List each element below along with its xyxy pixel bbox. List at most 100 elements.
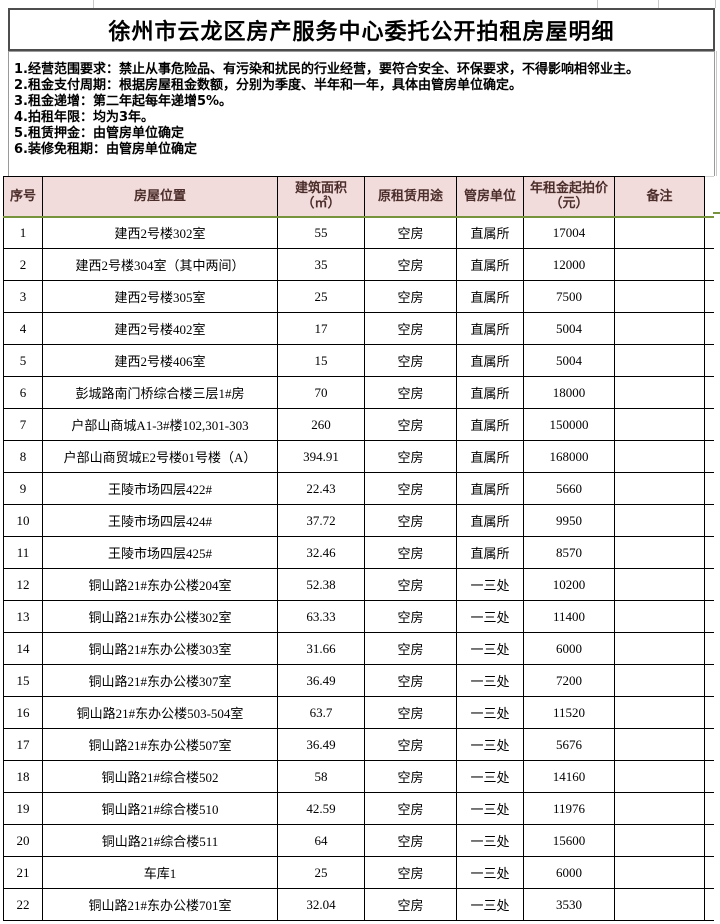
cell-usage: 空房 bbox=[364, 824, 457, 857]
cell-managing-unit: 一三处 bbox=[456, 600, 524, 633]
cell-location: 建西2号楼406室 bbox=[42, 344, 278, 377]
cell-location: 王陵市场四层425# bbox=[42, 536, 278, 569]
table-row: 22 铜山路21#东办公楼701室 32.04 空房 一三处 3530 bbox=[3, 888, 714, 921]
table-row: 20 铜山路21#综合楼511 64 空房 一三处 15600 bbox=[3, 824, 714, 857]
cell-seq: 5 bbox=[3, 344, 43, 377]
cell-location: 王陵市场四层424# bbox=[42, 504, 278, 537]
cell-usage: 空房 bbox=[364, 248, 457, 281]
cell-starting-price: 11520 bbox=[523, 696, 615, 729]
cell-seq: 9 bbox=[3, 472, 43, 505]
cell-remark bbox=[614, 408, 705, 441]
cell-remark bbox=[614, 664, 705, 697]
cell-location: 铜山路21#东办公楼204室 bbox=[42, 568, 278, 601]
cell-managing-unit: 一三处 bbox=[456, 824, 524, 857]
cell-managing-unit: 一三处 bbox=[456, 856, 524, 889]
cell-area: 63.33 bbox=[277, 600, 365, 633]
ghost-cell bbox=[704, 760, 714, 793]
cell-seq: 6 bbox=[3, 376, 43, 409]
cell-managing-unit: 直属所 bbox=[456, 280, 524, 313]
cell-starting-price: 5004 bbox=[523, 344, 615, 377]
cell-starting-price: 15600 bbox=[523, 824, 615, 857]
ghost-cell bbox=[704, 856, 714, 889]
cell-seq: 11 bbox=[3, 536, 43, 569]
cell-starting-price: 150000 bbox=[523, 408, 615, 441]
cell-location: 建西2号楼305室 bbox=[42, 280, 278, 313]
rental-listings-table: 序号 房屋位置 建筑面积 （㎡） 原租赁用途 管房单位 年租金起拍价 （元） 备注 1 建西2… bbox=[3, 176, 714, 921]
cell-remark bbox=[614, 312, 705, 345]
cell-usage: 空房 bbox=[364, 536, 457, 569]
table-row: 21 车库1 25 空房 一三处 6000 bbox=[3, 856, 714, 889]
cell-area: 70 bbox=[277, 376, 365, 409]
cell-area: 32.04 bbox=[277, 888, 365, 921]
gridline-tick bbox=[715, 0, 716, 8]
gridline-tick bbox=[597, 0, 598, 8]
document-title-box: 徐州市云龙区房产服务中心委托公开拍租房屋明细 bbox=[8, 8, 715, 51]
ghost-cell bbox=[704, 280, 714, 313]
cell-area: 22.43 bbox=[277, 472, 365, 505]
column-header: 原租赁用途 bbox=[364, 176, 457, 218]
cell-area: 31.66 bbox=[277, 632, 365, 665]
table-row: 2 建西2号楼304室（其中两间） 35 空房 直属所 12000 bbox=[3, 248, 714, 281]
ghost-cell bbox=[704, 536, 714, 569]
table-row: 6 彭城路南门桥综合楼三层1#房 70 空房 直属所 18000 bbox=[3, 376, 714, 409]
cell-usage: 空房 bbox=[364, 344, 457, 377]
cell-seq: 8 bbox=[3, 440, 43, 473]
cell-starting-price: 6000 bbox=[523, 856, 615, 889]
table-row: 17 铜山路21#东办公楼507室 36.49 空房 一三处 5676 bbox=[3, 728, 714, 761]
cell-area: 15 bbox=[277, 344, 365, 377]
cell-location: 铜山路21#东办公楼503-504室 bbox=[42, 696, 278, 729]
cell-seq: 7 bbox=[3, 408, 43, 441]
cell-managing-unit: 一三处 bbox=[456, 888, 524, 921]
cell-remark bbox=[614, 472, 705, 505]
cell-remark bbox=[614, 728, 705, 761]
cell-location: 铜山路21#东办公楼307室 bbox=[42, 664, 278, 697]
table-header-row: 序号 房屋位置 建筑面积 （㎡） 原租赁用途 管房单位 年租金起拍价 （元） 备注 bbox=[3, 176, 714, 218]
cell-seq: 4 bbox=[3, 312, 43, 345]
ghost-cell bbox=[704, 376, 714, 409]
ghost-cell bbox=[704, 216, 714, 249]
cell-remark bbox=[614, 504, 705, 537]
cell-seq: 16 bbox=[3, 696, 43, 729]
table-row: 10 王陵市场四层424# 37.72 空房 直属所 9950 bbox=[3, 504, 714, 537]
ghost-cell bbox=[704, 504, 714, 537]
cell-location: 铜山路21#东办公楼701室 bbox=[42, 888, 278, 921]
table-row: 7 户部山商城A1-3#楼102,301-303 260 空房 直属所 150000 bbox=[3, 408, 714, 441]
cell-area: 17 bbox=[277, 312, 365, 345]
note-line-2: 2.租金支付周期：根据房屋租金数额，分别为季度、半年和一年，具体由管房单位确定。 bbox=[14, 78, 522, 93]
cell-managing-unit: 直属所 bbox=[456, 248, 524, 281]
gridline-tick bbox=[658, 0, 659, 8]
cell-seq: 12 bbox=[3, 568, 43, 601]
cell-area: 42.59 bbox=[277, 792, 365, 825]
cell-starting-price: 12000 bbox=[523, 248, 615, 281]
ghost-cell bbox=[704, 312, 714, 345]
cell-usage: 空房 bbox=[364, 312, 457, 345]
cell-managing-unit: 一三处 bbox=[456, 696, 524, 729]
cell-managing-unit: 一三处 bbox=[456, 760, 524, 793]
cell-remark bbox=[614, 440, 705, 473]
cell-usage: 空房 bbox=[364, 504, 457, 537]
cell-location: 铜山路21#综合楼511 bbox=[42, 824, 278, 857]
ghost-cell bbox=[704, 472, 714, 505]
cell-location: 铜山路21#综合楼502 bbox=[42, 760, 278, 793]
cell-starting-price: 11400 bbox=[523, 600, 615, 633]
cell-remark bbox=[614, 344, 705, 377]
cell-area: 260 bbox=[277, 408, 365, 441]
cell-location: 王陵市场四层422# bbox=[42, 472, 278, 505]
table-row: 14 铜山路21#东办公楼303室 31.66 空房 一三处 6000 bbox=[3, 632, 714, 665]
cell-usage: 空房 bbox=[364, 728, 457, 761]
notes-box: 1.经营范围要求：禁止从事危险品、有污染和扰民的行业经营，要符合安全、环保要求，… bbox=[8, 51, 715, 176]
note-line-1: 1.经营范围要求：禁止从事危险品、有污染和扰民的行业经营，要符合安全、环保要求，… bbox=[14, 62, 639, 77]
cell-seq: 15 bbox=[3, 664, 43, 697]
cell-seq: 10 bbox=[3, 504, 43, 537]
cell-remark bbox=[614, 856, 705, 889]
cell-managing-unit: 一三处 bbox=[456, 664, 524, 697]
cell-managing-unit: 直属所 bbox=[456, 216, 524, 249]
cell-remark bbox=[614, 792, 705, 825]
cell-location: 铜山路21#东办公楼302室 bbox=[42, 600, 278, 633]
ghost-cell bbox=[704, 632, 714, 665]
cell-seq: 22 bbox=[3, 888, 43, 921]
cell-usage: 空房 bbox=[364, 440, 457, 473]
cell-remark bbox=[614, 536, 705, 569]
cell-area: 52.38 bbox=[277, 568, 365, 601]
cell-area: 394.91 bbox=[277, 440, 365, 473]
